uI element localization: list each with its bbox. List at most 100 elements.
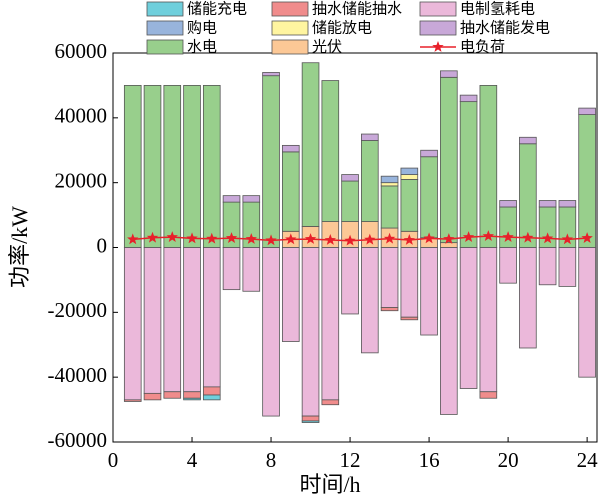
bar-segment bbox=[341, 247, 359, 315]
legend-label: 光伏 bbox=[312, 38, 342, 56]
y-tick-label: 0 bbox=[97, 233, 108, 257]
legend-swatch bbox=[419, 20, 457, 36]
line-marker bbox=[127, 233, 139, 245]
bar-segment bbox=[380, 247, 399, 308]
bar-segment bbox=[578, 114, 596, 248]
x-tick-label: 20 bbox=[498, 448, 519, 472]
legend-label: 购电 bbox=[187, 19, 217, 37]
bar-segment bbox=[321, 399, 340, 406]
bar-segment bbox=[341, 180, 359, 222]
bar-segment bbox=[361, 247, 379, 354]
bar-segment bbox=[440, 242, 458, 248]
bar-segment bbox=[440, 70, 458, 78]
bar-segment bbox=[519, 136, 537, 145]
bar-segment bbox=[183, 397, 201, 401]
x-tick-label: 24 bbox=[577, 448, 599, 472]
bar-segment bbox=[262, 75, 280, 248]
bar-segment bbox=[301, 62, 320, 227]
x-tick-label: 8 bbox=[266, 448, 277, 472]
line-marker bbox=[206, 232, 218, 244]
bar-segment bbox=[202, 386, 221, 396]
bar-segment bbox=[281, 247, 300, 342]
y-tick-label: 20000 bbox=[55, 168, 108, 192]
bar-segment bbox=[380, 182, 399, 187]
bar-segment bbox=[281, 151, 300, 232]
bar-segment bbox=[400, 179, 419, 232]
legend-swatch bbox=[271, 1, 309, 17]
y-tick-label: 60000 bbox=[55, 39, 108, 63]
bar-segment bbox=[440, 247, 458, 415]
bar-segment bbox=[479, 85, 498, 248]
legend-swatch bbox=[271, 20, 309, 36]
bar-segment bbox=[202, 85, 221, 248]
bar-segment bbox=[400, 167, 419, 175]
bar-segment bbox=[123, 85, 142, 248]
bar-segment bbox=[341, 174, 359, 182]
bar-segment bbox=[321, 247, 340, 401]
y-axis-title: 功率/kW bbox=[7, 206, 32, 288]
y-tick-label: -60000 bbox=[48, 428, 108, 452]
bar-segment bbox=[380, 175, 399, 184]
bar-segment bbox=[400, 174, 419, 180]
bar-segment bbox=[163, 85, 182, 248]
bar-segment bbox=[459, 101, 478, 248]
bar-segment bbox=[143, 85, 162, 248]
bar-segment bbox=[242, 195, 261, 203]
bar-segment bbox=[143, 247, 162, 394]
bar-segment bbox=[558, 200, 577, 208]
bar-segment bbox=[459, 94, 478, 103]
y-tick-label: -40000 bbox=[48, 363, 108, 387]
legend-label: 抽水储能抽水 bbox=[312, 0, 402, 18]
line-marker bbox=[304, 233, 317, 244]
line-marker bbox=[245, 233, 257, 244]
bar-segment bbox=[558, 247, 577, 287]
x-tick-label: 4 bbox=[187, 448, 198, 472]
bar-segment bbox=[163, 391, 182, 399]
bar-segment bbox=[380, 307, 399, 312]
legend-label: 储能充电 bbox=[187, 0, 247, 18]
x-tick-label: 0 bbox=[108, 448, 119, 472]
line-marker bbox=[186, 232, 198, 244]
bar-segment bbox=[301, 415, 320, 422]
line-marker bbox=[265, 234, 277, 246]
bar-segment bbox=[183, 391, 201, 399]
bar-segment bbox=[361, 133, 379, 141]
legend-marker bbox=[432, 41, 444, 52]
legend-label: 抽水储能发电 bbox=[460, 19, 550, 37]
line-marker bbox=[383, 232, 396, 244]
bar-segment bbox=[538, 247, 557, 286]
line bbox=[132, 235, 588, 242]
bar-segment bbox=[499, 206, 517, 248]
bar-segment bbox=[262, 72, 280, 77]
x-tick-label: 16 bbox=[419, 448, 440, 472]
bar-segment bbox=[262, 247, 280, 417]
bar-segment bbox=[380, 185, 399, 229]
bar-segment bbox=[538, 206, 557, 248]
line-marker bbox=[462, 231, 475, 242]
legend-swatch bbox=[419, 1, 457, 17]
bar-segment bbox=[202, 247, 221, 388]
bar-segment bbox=[123, 247, 142, 401]
bar-segment bbox=[420, 247, 438, 336]
bar-segment bbox=[538, 200, 557, 208]
bar-segment bbox=[143, 392, 162, 401]
bar-segment bbox=[123, 399, 142, 402]
line-marker bbox=[561, 233, 574, 245]
legend-swatch bbox=[146, 1, 184, 17]
bar-segment bbox=[183, 247, 201, 393]
bar-segment bbox=[499, 200, 517, 208]
bar-segment bbox=[183, 85, 201, 248]
bar-segment bbox=[202, 394, 221, 401]
bar-segment bbox=[281, 144, 300, 153]
x-tick-label: 12 bbox=[340, 448, 361, 472]
legend-swatch bbox=[271, 39, 309, 55]
line-marker bbox=[146, 231, 159, 243]
legend-swatch bbox=[146, 20, 184, 36]
line-marker bbox=[324, 234, 337, 245]
line-marker bbox=[581, 232, 593, 243]
bar-segment bbox=[479, 247, 498, 393]
bar-segment bbox=[420, 149, 438, 158]
bar-segment bbox=[301, 247, 320, 417]
line-marker bbox=[285, 233, 297, 245]
